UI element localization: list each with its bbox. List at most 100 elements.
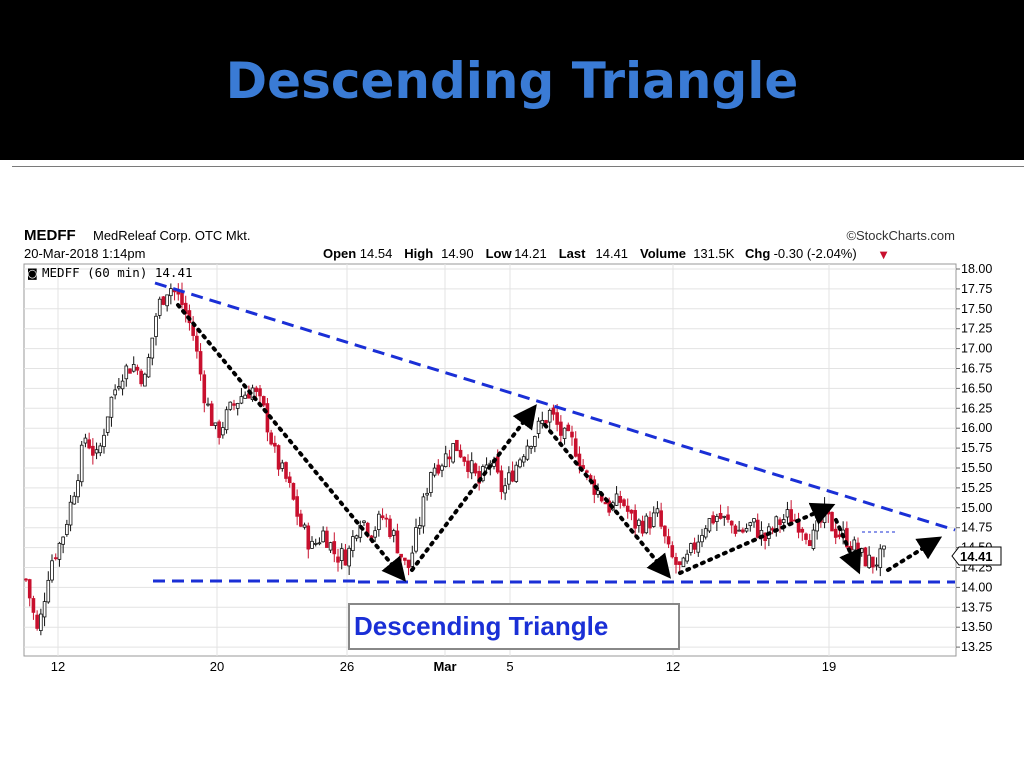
- pattern-label-box: Descending Triangle: [348, 603, 680, 650]
- divider-line: [12, 166, 1024, 167]
- candle-down: [733, 525, 738, 534]
- candle-up: [109, 396, 114, 418]
- candle-down: [27, 579, 32, 599]
- candle-down: [209, 403, 214, 426]
- candle-up: [150, 337, 155, 359]
- candle-up: [373, 530, 377, 538]
- stat-value: 14.54: [360, 246, 393, 261]
- candle-up: [154, 315, 158, 337]
- candle-up: [882, 545, 886, 550]
- x-tick-label: 19: [822, 659, 836, 674]
- candle-down: [856, 542, 860, 555]
- candle-down: [640, 520, 645, 534]
- candle-down: [128, 368, 132, 374]
- candle-down: [436, 464, 441, 474]
- candle-down: [837, 534, 842, 538]
- candle-up: [752, 518, 756, 523]
- candle-down: [202, 374, 207, 404]
- x-tick-label: 12: [666, 659, 680, 674]
- swing-arrow: [410, 404, 537, 572]
- candle-down: [403, 557, 407, 561]
- candle-down: [789, 509, 793, 524]
- candle-up: [507, 472, 511, 485]
- y-tick-label: 17.00: [961, 342, 992, 356]
- candle-up: [715, 516, 719, 522]
- candle-up: [321, 530, 325, 543]
- candle-up: [221, 427, 225, 436]
- candle-down: [455, 439, 459, 452]
- candle-down: [666, 536, 671, 545]
- stat-label: Last: [559, 246, 586, 261]
- y-tick-label: 18.00: [961, 262, 992, 276]
- candle-up: [143, 373, 147, 387]
- x-tick-label: 12: [51, 659, 65, 674]
- candle-down: [863, 547, 868, 567]
- stat-value: 14.90: [441, 246, 474, 261]
- candle-up: [521, 456, 526, 463]
- candle-up: [76, 480, 80, 498]
- candle-down: [139, 370, 143, 385]
- y-tick-label: 13.25: [961, 640, 992, 654]
- candle-down: [395, 530, 400, 554]
- candle-up: [317, 542, 322, 545]
- candle-down: [380, 515, 385, 519]
- swing-arrows: [176, 303, 943, 582]
- candle-down: [447, 456, 452, 460]
- candle-down: [31, 598, 36, 613]
- candle-down: [287, 476, 292, 483]
- candle-up: [700, 534, 704, 543]
- candle-up: [781, 519, 786, 523]
- candle-up: [61, 536, 65, 545]
- candle-up: [689, 543, 693, 553]
- candle-down: [276, 445, 281, 470]
- candle-up: [685, 553, 689, 562]
- candle-down: [161, 296, 166, 305]
- y-tick-label: 16.75: [961, 362, 992, 376]
- candle-down: [306, 525, 311, 550]
- candle-up: [113, 389, 117, 396]
- candle-up: [46, 579, 51, 603]
- candle-down: [87, 439, 91, 449]
- candles: [24, 282, 886, 636]
- candle-up: [105, 416, 110, 433]
- candle-up: [362, 520, 366, 523]
- candle-down: [778, 519, 782, 525]
- candle-up: [748, 522, 753, 527]
- candle-down: [603, 502, 608, 505]
- candle-down: [384, 517, 389, 520]
- candle-up: [146, 357, 151, 378]
- candle-up: [79, 444, 84, 483]
- chart-legend: MEDFF (60 min) 14.41: [42, 265, 193, 280]
- candle-up: [354, 535, 359, 539]
- candle-down: [261, 396, 266, 406]
- candle-up: [540, 419, 545, 424]
- change-down-icon: ▼: [880, 250, 888, 261]
- candle-up: [42, 601, 47, 618]
- x-axis: 12 20 26 Mar 5 12 19: [51, 659, 836, 674]
- candle-up: [469, 460, 474, 474]
- legend-icon: ◙: [27, 267, 38, 280]
- candle-down: [135, 366, 140, 371]
- candle-down: [622, 499, 626, 506]
- candle-down: [588, 475, 593, 479]
- candle-down: [726, 514, 730, 520]
- candle-up: [529, 446, 533, 449]
- last-price-value: 14.41: [960, 549, 993, 564]
- stat-label: Chg: [745, 246, 770, 261]
- candle-up: [547, 409, 552, 423]
- candle-up: [874, 564, 879, 567]
- candle-down: [833, 528, 838, 538]
- y-axis: 18.00 17.75 17.50 17.25 17.00 16.75 16.50 16.25…: [956, 262, 992, 654]
- candle-down: [232, 403, 236, 406]
- candle-up: [503, 485, 507, 494]
- candle-up: [425, 492, 429, 496]
- stat-label: Open: [323, 246, 356, 261]
- candle-down: [677, 561, 682, 565]
- candle-up: [421, 496, 426, 527]
- candle-up: [703, 528, 708, 538]
- candle-up: [302, 524, 307, 528]
- candle-up: [213, 422, 218, 426]
- candle-down: [466, 460, 470, 472]
- candle-up: [414, 527, 418, 552]
- chart-stats: Open 14.54 High 14.90 Low 14.21 Last 14.41 Volum…: [323, 246, 888, 261]
